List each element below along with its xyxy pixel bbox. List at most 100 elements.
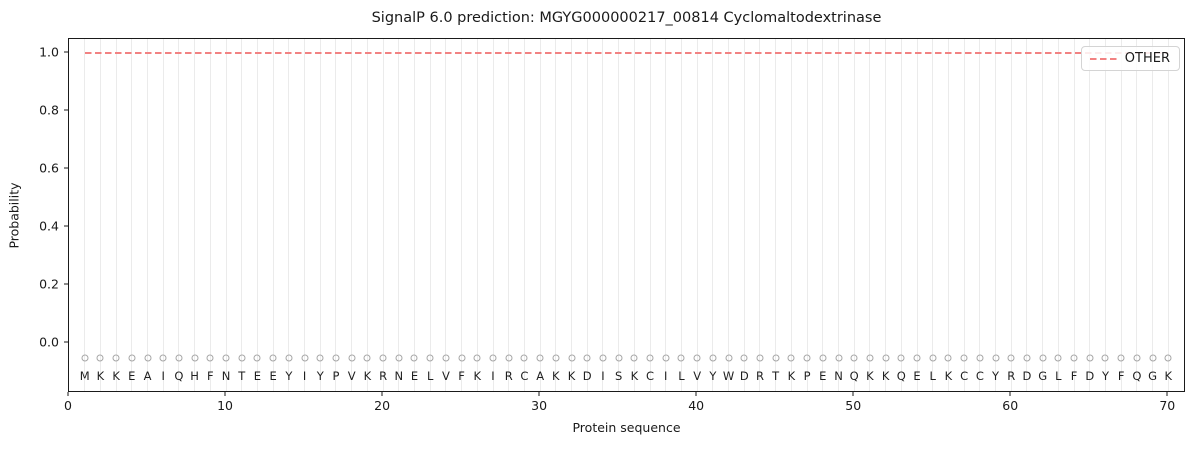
sequence-letter: I (664, 368, 668, 383)
y-tick (64, 167, 68, 169)
sequence-marker-circle (489, 354, 497, 362)
gridline (194, 39, 196, 391)
gridline (790, 39, 792, 391)
sequence-marker-circle (976, 354, 984, 362)
sequence-letter: N (221, 368, 231, 383)
sequence-marker-circle (819, 354, 827, 362)
sequence-marker-circle (866, 354, 874, 362)
gridline (523, 39, 525, 391)
sequence-letter: T (772, 368, 780, 383)
sequence-letter: Q (896, 368, 906, 383)
sequence-marker-circle (882, 354, 890, 362)
gridline (319, 39, 321, 391)
sequence-letter: K (866, 368, 874, 383)
x-tick-label: 0 (64, 398, 72, 413)
gridline (775, 39, 777, 391)
gridline (147, 39, 149, 391)
x-tick-label: 50 (845, 398, 862, 413)
x-tick-label: 40 (688, 398, 705, 413)
gridline (586, 39, 588, 391)
gridline (304, 39, 306, 391)
sequence-letter: I (491, 368, 495, 383)
sequence-marker-circle (630, 354, 638, 362)
gridline (492, 39, 494, 391)
gridline (1010, 39, 1012, 391)
gridline (680, 39, 682, 391)
sequence-letter: T (238, 368, 246, 383)
sequence-marker-circle (458, 354, 466, 362)
gridline (1152, 39, 1154, 391)
sequence-letter: K (473, 368, 482, 383)
gridline (256, 39, 258, 391)
sequence-letter: E (819, 368, 827, 383)
gridline (916, 39, 918, 391)
sequence-letter: E (269, 368, 277, 383)
gridline (759, 39, 761, 391)
sequence-letter: R (1007, 368, 1016, 383)
sequence-letter: R (755, 368, 764, 383)
gridline (115, 39, 117, 391)
sequence-letter: Y (1101, 368, 1109, 383)
y-tick-label: 1.0 (39, 44, 59, 60)
other-legend-line (1089, 57, 1117, 60)
sequence-letter: A (536, 368, 545, 383)
sequence-letter: K (567, 368, 576, 383)
gridline (335, 39, 337, 391)
sequence-letter: R (504, 368, 513, 383)
sequence-marker-circle (992, 354, 1000, 362)
other-legend-label: OTHER (1124, 51, 1170, 66)
sequence-marker-circle (1164, 354, 1172, 362)
gridline (178, 39, 180, 391)
sequence-letter: M (79, 368, 90, 383)
gridline (1104, 39, 1106, 391)
sequence-marker-circle (615, 354, 623, 362)
x-tick (1166, 392, 1168, 396)
y-tick-label: 0.0 (39, 334, 59, 350)
sequence-marker-circle (599, 354, 607, 362)
gridline (429, 39, 431, 391)
x-tick-label: 30 (531, 398, 548, 413)
sequence-letter: C (975, 368, 984, 383)
sequence-letter: V (347, 368, 356, 383)
gridline (288, 39, 290, 391)
y-tick (64, 51, 68, 53)
gridline (806, 39, 808, 391)
x-axis-ticks: 0 10 20 30 40 50 60 70 (64, 392, 1185, 422)
gridline (1073, 39, 1075, 391)
sequence-marker-circle (520, 354, 528, 362)
sequence-marker-circle (709, 354, 717, 362)
sequence-letter: I (302, 368, 307, 383)
sequence-marker-circle (410, 354, 418, 362)
sequence-letter: K (552, 368, 560, 383)
gridline (712, 39, 714, 391)
sequence-letter: L (1055, 368, 1062, 383)
sequence-letter: K (787, 368, 796, 383)
sequence-letter: I (601, 368, 605, 383)
sequence-letter: K (630, 368, 639, 383)
sequence-letter: I (161, 368, 165, 383)
x-tick (381, 392, 383, 396)
gridline (665, 39, 667, 391)
y-tick-label: 0.4 (39, 218, 59, 234)
sequence-marker-circle (756, 354, 764, 362)
sequence-letter: S (614, 368, 623, 383)
sequence-letter: K (112, 368, 120, 383)
sequence-letter: D (582, 368, 592, 383)
gridline (963, 39, 965, 391)
x-axis-label: Protein sequence (572, 420, 681, 435)
sequence-letter: Y (285, 368, 293, 383)
sequence-marker-circle (1149, 354, 1157, 362)
y-tick (64, 283, 68, 285)
gridline (633, 39, 635, 391)
sequence-marker-circle (677, 354, 685, 362)
gridline (885, 39, 887, 391)
gridline (838, 39, 839, 391)
sequence-letter: C (646, 368, 655, 383)
sequence-marker-circle (206, 354, 214, 362)
sequence-marker-circle (1054, 354, 1062, 362)
sequence-letter: K (944, 368, 953, 383)
y-tick-label: 0.8 (39, 102, 59, 118)
gridline (351, 39, 353, 391)
sequence-marker-circle (1086, 354, 1094, 362)
